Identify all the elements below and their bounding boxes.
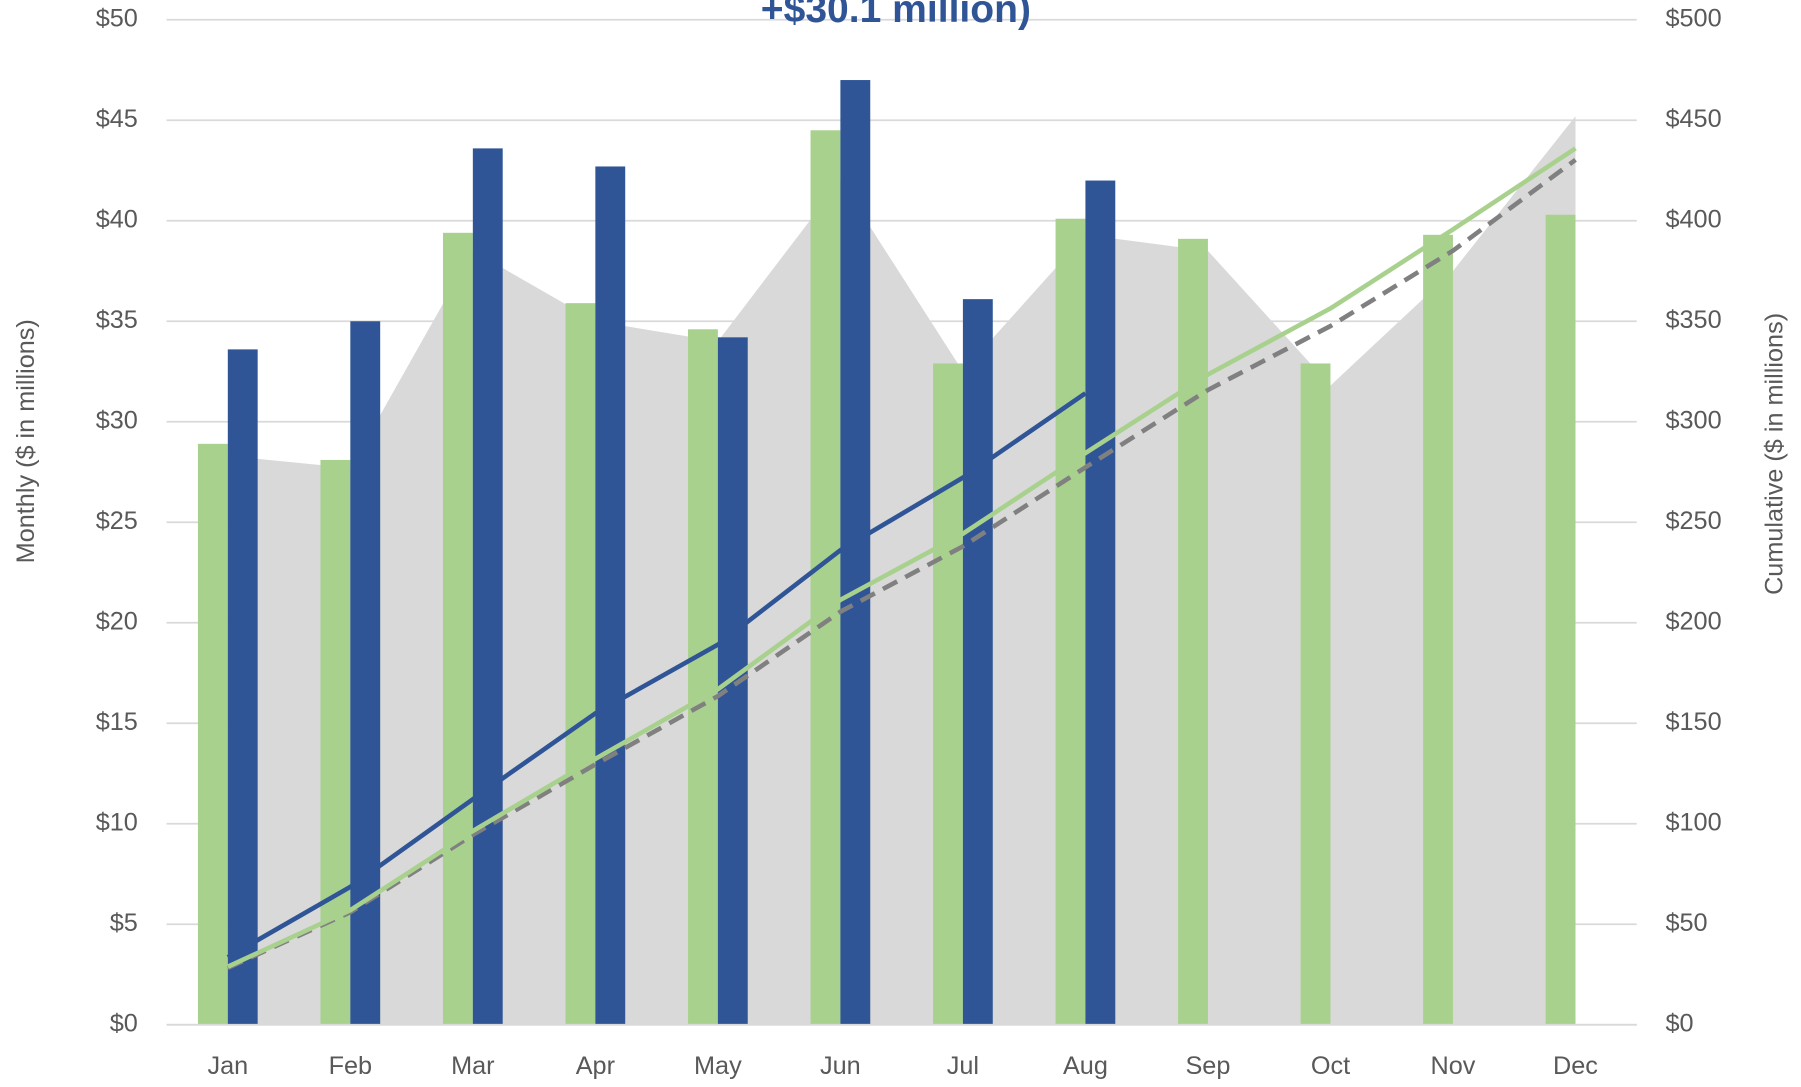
y2-tick-label: $350 (1665, 306, 1721, 334)
line (226, 157, 1577, 970)
y-tick-label: $40 (96, 205, 138, 233)
bar (688, 329, 718, 1025)
y-tick-label: $0 (110, 1009, 138, 1037)
bar (1055, 218, 1086, 1025)
x-tick-label: Sep (1185, 1052, 1230, 1080)
y2-tick-label: $150 (1665, 708, 1721, 736)
y2-tick-label: $500 (1665, 4, 1721, 32)
y-tick-label: $20 (96, 607, 138, 635)
bar (810, 130, 841, 1025)
y-tick-label: $30 (96, 406, 138, 434)
line (226, 391, 1087, 960)
bar (227, 349, 258, 1025)
bar (442, 232, 473, 1025)
y2-tick-label: $0 (1665, 1009, 1693, 1037)
bar (962, 299, 993, 1025)
x-tick-label: Feb (329, 1052, 373, 1080)
annotation: +$30.1 million) (761, 0, 1031, 31)
x-tick-label: Jun (820, 1052, 861, 1080)
bar (840, 80, 871, 1025)
bar (1085, 180, 1116, 1025)
x-tick-label: Oct (1311, 1052, 1350, 1080)
x-tick-label: Nov (1431, 1052, 1476, 1080)
x-tick-label: Mar (451, 1052, 495, 1080)
bar (595, 166, 626, 1025)
labels: $0 $5 $10 $15 $20 $25 $30 $35 $40 $45 $50 $0 $50 $100… (96, 4, 1722, 1080)
y2-tick-label: $300 (1665, 406, 1721, 434)
bar (1300, 363, 1331, 1025)
bar (1423, 234, 1453, 1025)
y-tick-label: $50 (96, 4, 138, 32)
y2-tick-label: $450 (1665, 105, 1721, 133)
x-tick-label: Jan (207, 1052, 248, 1080)
y-axis-label: Monthly ($ in millions) (12, 319, 40, 563)
y2-tick-label: $250 (1665, 507, 1721, 535)
marks (166, 80, 1637, 1026)
bar (472, 148, 503, 1025)
bar (565, 303, 596, 1025)
line (226, 146, 1577, 969)
bar (1178, 238, 1208, 1025)
x-tick-label: Apr (576, 1052, 615, 1080)
y-tick-label: $10 (96, 808, 138, 836)
y-tick-label: $45 (96, 105, 138, 133)
bar (320, 459, 351, 1025)
y-tick-label: $5 (110, 909, 138, 937)
y2-axis-label: Cumulative ($ in millions) (1760, 313, 1788, 595)
area (227, 116, 1576, 1025)
y-tick-label: $15 (96, 708, 138, 736)
y2-tick-label: $400 (1665, 205, 1721, 233)
x-tick-label: Jul (947, 1052, 979, 1080)
y-tick-label: $25 (96, 507, 138, 535)
x-tick-label: May (694, 1052, 742, 1080)
bar (933, 363, 963, 1025)
y2-tick-label: $50 (1665, 909, 1707, 937)
y2-tick-label: $100 (1665, 808, 1721, 836)
x-tick-label: Dec (1553, 1052, 1598, 1080)
bar (350, 321, 381, 1025)
y-tick-label: $35 (96, 306, 138, 334)
y2-tick-label: $200 (1665, 607, 1721, 635)
x-tick-label: Aug (1063, 1052, 1108, 1080)
bar (1545, 214, 1576, 1025)
bar (197, 443, 228, 1025)
